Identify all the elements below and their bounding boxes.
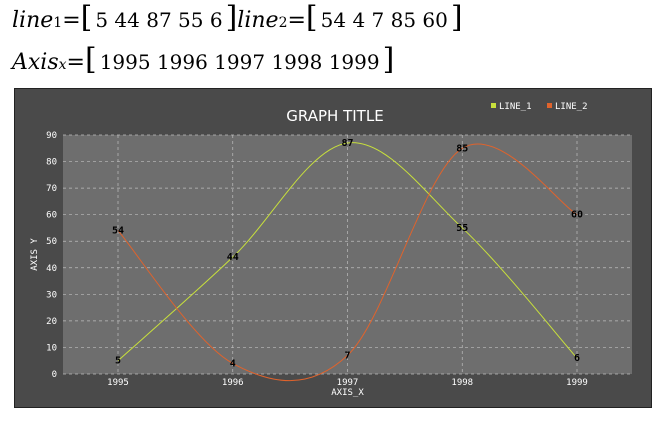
x-tick-label: 1995 (107, 378, 129, 388)
axes: 0 10 20 30 40 50 60 70 80 90 1995 1996 1997 1998 1999 (46, 131, 588, 388)
data-label: 54 (112, 226, 124, 237)
y-tick-label: 40 (46, 264, 57, 274)
chart-frame: GRAPH TITLE LINE_1 LINE_2 0 10 20 30 40 50 60 70… (14, 88, 652, 408)
y-tick-label: 10 (46, 343, 57, 353)
line-chart: GRAPH TITLE LINE_1 LINE_2 0 10 20 30 40 50 60 70… (30, 102, 632, 398)
grid-lines (63, 134, 632, 375)
left-bracket: [ (305, 0, 318, 35)
y-tick-label: 20 (46, 317, 57, 327)
right-bracket: ] (450, 0, 463, 35)
data-label: 5 (115, 356, 121, 367)
series-line-1 (117, 142, 578, 362)
axis-name: Axis (12, 50, 59, 75)
y-axis-label: AXIS Y (30, 238, 40, 271)
left-bracket: [ (80, 0, 93, 35)
x-tick-label: 1996 (222, 378, 244, 388)
line2-values: 54 4 7 85 60 (320, 8, 448, 32)
x-tick-label: 1999 (566, 378, 588, 388)
y-tick-label: 60 (46, 211, 57, 221)
legend-swatch (491, 103, 496, 108)
x-tick-label: 1997 (337, 378, 359, 388)
y-tick-label: 50 (46, 237, 57, 247)
line2-subscript: 2 (278, 15, 288, 31)
line1-subscript: 1 (53, 15, 63, 31)
data-label: 44 (227, 252, 239, 263)
data-label: 4 (230, 358, 236, 369)
series-group (117, 142, 578, 382)
axis-equation: Axis x = [ 1995 1996 1997 1998 1999 ] (12, 42, 395, 77)
equals-sign: = (287, 8, 306, 33)
data-label: 7 (344, 350, 350, 361)
y-tick-label: 0 (52, 370, 57, 380)
y-tick-label: 30 (46, 290, 57, 300)
equals-sign: = (62, 8, 81, 33)
right-bracket: ] (225, 0, 238, 35)
data-label: 6 (574, 353, 580, 364)
line1-name: line (12, 8, 54, 33)
axis-values: 1995 1996 1997 1998 1999 (99, 50, 380, 74)
line1-values: 5 44 87 55 6 (95, 8, 223, 32)
axis-subscript: x (58, 57, 67, 73)
line2-name: line (237, 8, 279, 33)
chart-title: GRAPH TITLE (286, 107, 383, 125)
y-tick-label: 80 (46, 158, 57, 168)
legend-swatch (547, 103, 552, 108)
legend-label: LINE_2 (555, 102, 588, 112)
series-line-2 (117, 143, 578, 382)
data-label: 60 (571, 210, 583, 221)
equals-sign: = (66, 50, 85, 75)
chart-legend: LINE_1 LINE_2 (491, 102, 588, 112)
data-label: 55 (456, 223, 468, 234)
line1-equation: line 1 = [ 5 44 87 55 6 ] line 2 = [ 54 4 … (12, 0, 463, 35)
data-label: 87 (341, 138, 353, 149)
y-tick-label: 90 (46, 131, 57, 141)
right-bracket: ] (382, 42, 395, 77)
y-tick-label: 70 (46, 184, 57, 194)
legend-label: LINE_1 (499, 102, 532, 112)
left-bracket: [ (84, 42, 97, 77)
x-axis-label: AXIS_X (331, 388, 364, 398)
plot-area (63, 135, 632, 374)
data-label: 85 (456, 143, 468, 154)
x-tick-label: 1998 (451, 378, 473, 388)
